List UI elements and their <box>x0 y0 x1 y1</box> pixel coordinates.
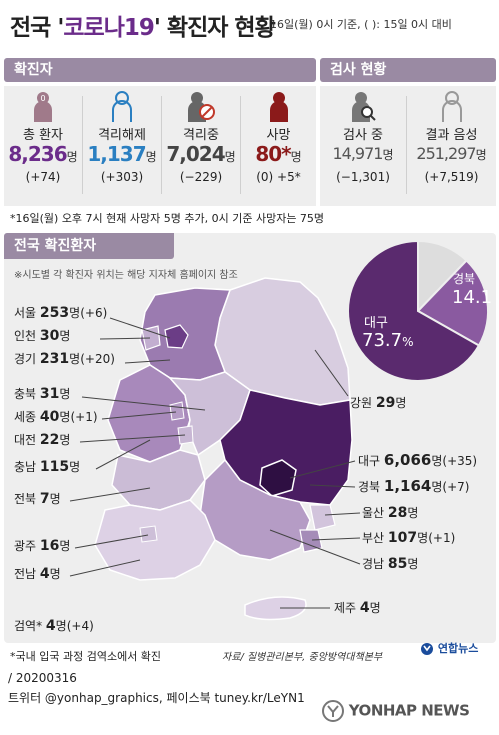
confirmed-stats-panel: 0 총 환자 8,236명 (+74) 격리해제 1,137명 (+303) 격… <box>4 86 316 206</box>
pie-slice-daegu <box>346 239 481 382</box>
sns-links: 트위터 @yonhap_graphics, 페이스북 tuney.kr/LeYN… <box>8 691 305 705</box>
region-label-chungnam: 충남 115명 <box>14 459 81 475</box>
quarantine-footnote: *국내 입국 과정 검역소에서 확진 <box>10 650 162 663</box>
svg-text:0: 0 <box>40 94 45 103</box>
watermark-logo-icon <box>322 700 344 722</box>
person-dark-red-icon <box>269 92 288 122</box>
yonhap-logo: 연합뉴스 <box>420 640 478 656</box>
person-zero-icon: 0 <box>34 92 52 122</box>
stat-change: (0) +5* <box>256 170 301 184</box>
testing-section-header: 검사 현황 <box>320 58 496 82</box>
source-credit: 자료/ 질병관리본부, 중앙방역대책본부 <box>222 652 383 663</box>
region-label-daejeon: 대전 22명 <box>14 432 71 448</box>
page-title: 전국 '코로나19' 확진자 현황 <box>10 15 276 41</box>
stat-label: 검사 중 <box>342 128 383 143</box>
watermark: YONHAP NEWS <box>322 700 470 722</box>
region-reference-note: ※시도별 각 확진자 위치는 해당 지자체 홈페이지 참조 <box>14 270 238 281</box>
stat-change: (+7,519) <box>424 170 479 184</box>
region-label-chungbuk: 충북 31명 <box>14 386 71 402</box>
map-region-jeju <box>244 596 307 621</box>
stat-negative: 결과 음성 251,297명 (+7,519) <box>407 86 496 204</box>
map-region-incheon <box>141 325 161 351</box>
map-region-ulsan <box>309 504 336 531</box>
stat-label: 격리중 <box>183 128 219 143</box>
stat-isolated: 격리중 7,024명 (−229) <box>162 86 240 204</box>
region-label-sejong: 세종 40명(+1) <box>14 409 98 425</box>
region-label-quarantine: 검역* 4명(+4) <box>14 618 94 634</box>
region-section-header: 전국 확진환자 <box>4 233 174 259</box>
stat-testing: 검사 중 14,971명 (−1,301) <box>320 86 406 204</box>
region-label-busan: 부산 107명(+1) <box>362 530 456 546</box>
stat-value: 251,297명 <box>416 144 487 163</box>
region-label-jeju: 제주 4명 <box>334 600 381 616</box>
stat-released: 격리해제 1,137명 (+303) <box>83 86 161 204</box>
pie-label-daegu-name: 대구 <box>364 316 388 331</box>
person-outline-gray-icon <box>441 91 462 122</box>
stat-change: (+74) <box>25 170 61 184</box>
publish-date: / 20200316 <box>8 671 77 685</box>
map-region-jeonbuk <box>111 449 206 511</box>
region-label-gangwon: 강원 29명 <box>350 395 407 411</box>
pie-label-gyeongbuk-pct: 14.1 <box>452 287 493 308</box>
stat-label: 격리해제 <box>98 128 146 143</box>
stat-value: 14,971명 <box>332 144 394 163</box>
person-prohibited-icon <box>188 92 215 122</box>
map-region-busan <box>299 529 323 553</box>
stat-value: 1,137명 <box>87 142 157 166</box>
map-region-daejeon <box>177 425 194 445</box>
confirmed-section-header: 확진자 <box>4 58 316 82</box>
region-label-jeonnam: 전남 4명 <box>14 566 61 582</box>
stat-value: 80*명 <box>255 142 302 166</box>
region-label-gwangju: 광주 16명 <box>14 538 71 554</box>
region-label-gyeongbuk: 경북 1,164명(+7) <box>358 477 470 495</box>
stat-change: (+303) <box>100 170 144 184</box>
person-outline-icon <box>112 91 132 122</box>
region-label-incheon: 인천 30명 <box>14 328 71 344</box>
region-label-gyeonggi: 경기 231명(+20) <box>14 351 115 367</box>
map-region-gwangju <box>139 525 158 543</box>
testing-stats-panel: 검사 중 14,971명 (−1,301) 결과 음성 251,297명 (+7… <box>320 86 496 206</box>
map-region-gyeongbuk <box>219 389 353 506</box>
stat-change: (−1,301) <box>336 170 390 184</box>
stat-change: (−229) <box>179 170 223 184</box>
pie-slice-gyeongbuk <box>416 259 489 347</box>
pie-label-gyeongbuk-name: 경북 <box>453 272 476 286</box>
stat-total: 0 총 환자 8,236명 (+74) <box>4 86 82 204</box>
page-subtitle: 16일(월) 0시 기준, ( ): 15일 0시 대비 <box>270 18 452 31</box>
region-label-seoul: 서울 253명(+6) <box>14 305 108 321</box>
pie-label-daegu-pct: 73.7% <box>362 330 414 351</box>
region-label-jeonbuk: 전북 7명 <box>14 491 61 507</box>
region-label-ulsan: 울산 28명 <box>362 505 419 521</box>
stat-label: 사망 <box>266 128 291 143</box>
region-label-daegu: 대구 6,066명(+35) <box>358 451 478 469</box>
person-magnifier-icon <box>352 92 376 122</box>
map-region-sejong <box>169 401 185 421</box>
pie-chart <box>346 239 489 382</box>
map-region-daegu <box>259 459 297 497</box>
yonhap-logo-icon <box>421 643 433 655</box>
stat-label: 결과 음성 <box>425 128 478 143</box>
stat-deaths: 사망 80*명 (0) +5* <box>241 86 316 204</box>
stat-value: 7,024명 <box>166 142 236 166</box>
stat-label: 총 환자 <box>22 128 63 143</box>
map-region-seoul <box>164 324 189 349</box>
region-label-gyeongnam: 경남 85명 <box>362 556 419 572</box>
death-note: *16일(월) 오후 7시 현재 사망자 5명 추가, 0시 기준 사망자는 7… <box>10 212 325 225</box>
stat-value: 8,236명 <box>8 142 78 166</box>
